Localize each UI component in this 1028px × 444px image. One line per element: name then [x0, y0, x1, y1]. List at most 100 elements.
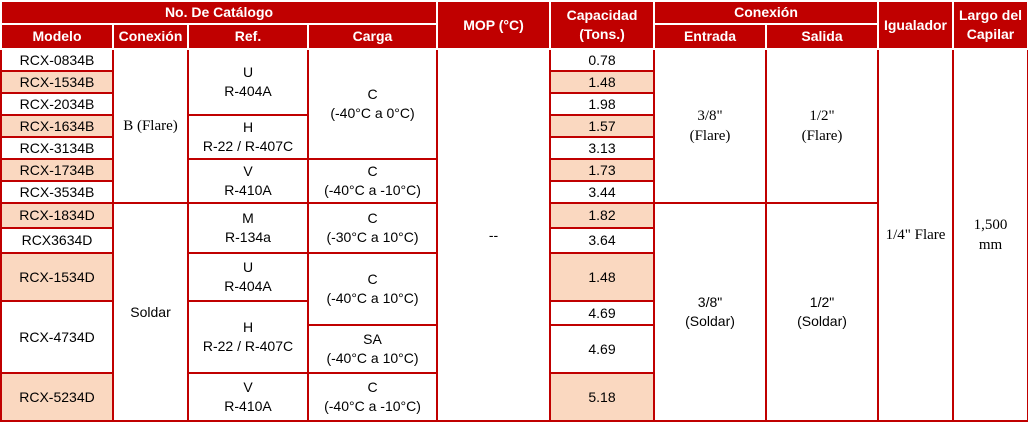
header-ref: Ref. — [187, 23, 309, 50]
ref-code: M — [242, 210, 254, 227]
capacidad-cell: 4.69 — [549, 324, 655, 374]
modelo-cell: RCX-1534D — [0, 252, 114, 302]
carga-cell: C (-40°C a -10°C) — [307, 158, 438, 204]
header-modelo: Modelo — [0, 23, 114, 50]
carga-cell: C (-30°C a 10°C) — [307, 202, 438, 254]
carga-cell: C (-40°C a -10°C) — [307, 372, 438, 422]
carga-code: C — [367, 86, 378, 103]
table-row: RCX-3134B 3.13 — [0, 136, 1028, 160]
header-entrada: Entrada — [653, 23, 767, 50]
carga-range: (-40°C a 0°C) — [330, 105, 415, 121]
modelo-cell: RCX-0834B — [0, 48, 114, 72]
table-row: SA (-40°C a 10°C) 4.69 — [1, 324, 1028, 374]
entrada-size: 3/8" — [697, 294, 723, 311]
modelo-cell: RCX3634D — [0, 227, 114, 254]
salida-size: 1/2" — [809, 107, 835, 124]
capacidad-cell: 0.78 — [549, 48, 655, 72]
entrada-type: (Soldar) — [685, 313, 735, 329]
header-capacidad-line2: (Tons.) — [579, 26, 625, 42]
header-largo: Largo del Capilar — [952, 0, 1028, 50]
carga-cell: SA (-40°C a 10°C) — [307, 324, 438, 374]
modelo-cell: RCX-4734D — [0, 300, 114, 374]
header-salida: Salida — [765, 23, 879, 50]
mop-cell: -- — [436, 48, 551, 422]
table-row: RCX-3534B 3.44 — [0, 180, 1028, 204]
ref-code: V — [243, 379, 253, 396]
table-row: RCX-1834D Soldar M R-134a C (-30°C a 10°C)… — [0, 202, 1028, 422]
capacidad-cell: 1.48 — [549, 252, 655, 302]
modelo-cell: RCX-2034B — [0, 92, 114, 116]
salida-flare-cell: 1/2" (Flare) — [765, 48, 879, 204]
header-igualador: Igualador — [877, 0, 954, 50]
capacidad-cell: 1.82 — [549, 202, 655, 229]
ref-refrigerant: R-410A — [224, 182, 272, 198]
ref-refrigerant: R-22 / R-407C — [202, 338, 294, 354]
modelo-cell: RCX-1634B — [0, 114, 114, 138]
salida-type: (Flare) — [801, 128, 843, 144]
modelo-cell: RCX-1734B — [0, 158, 114, 182]
capacidad-cell: 1.48 — [549, 70, 655, 94]
carga-range: (-40°C a 10°C) — [326, 290, 419, 306]
table-row: RCX-1534D U R-404A C (-40°C a 10°C) 1.48 — [0, 252, 1028, 326]
conexion-soldar-cell: Soldar — [112, 202, 189, 422]
ref-cell: V R-410A — [187, 372, 309, 422]
carga-cell: C (-40°C a 10°C) — [307, 252, 438, 326]
header-largo-line1: Largo del — [958, 7, 1022, 24]
table-row: RCX-4734D H R-22 / R-407C 4.69 — [0, 300, 1028, 374]
table-row: RCX-1534B 1.48 — [0, 70, 1028, 94]
modelo-cell: RCX-1834D — [0, 202, 114, 229]
table-row: RCX3634D 3.64 — [0, 227, 1028, 254]
ref-code: H — [242, 319, 254, 336]
capacidad-cell: 5.18 — [549, 372, 655, 422]
ref-refrigerant: R-410A — [224, 398, 272, 414]
header-capacidad: Capacidad (Tons.) — [549, 0, 655, 50]
ref-cell: U R-404A — [187, 48, 309, 116]
modelo-cell: RCX-3534B — [0, 180, 114, 204]
largo-unit: mm — [978, 237, 1003, 253]
ref-refrigerant: R-404A — [224, 83, 272, 99]
header-capacidad-line1: Capacidad — [566, 7, 638, 24]
header-conexion-group: Conexión — [653, 0, 879, 25]
capacidad-cell: 1.73 — [549, 158, 655, 182]
carga-range: (-40°C a -10°C) — [324, 398, 421, 414]
carga-code: C — [367, 210, 378, 227]
carga-range: (-40°C a 10°C) — [326, 350, 419, 366]
catalog-table: No. De Catálogo MOP (°C) Capacidad (Tons.… — [0, 0, 1028, 422]
capacidad-cell: 3.44 — [549, 180, 655, 204]
capacidad-cell: 1.57 — [549, 114, 655, 138]
ref-code: U — [242, 259, 254, 276]
ref-cell: V R-410A — [187, 158, 309, 204]
table-row: RCX-1634B H R-22 / R-407C 1.57 — [0, 114, 1028, 160]
table-row: RCX-1734B V R-410A C (-40°C a -10°C) 1.73 — [0, 158, 1028, 204]
ref-cell: H R-22 / R-407C — [187, 114, 309, 160]
ref-code: U — [242, 64, 254, 81]
capacidad-cell: 4.69 — [549, 300, 655, 326]
salida-size: 1/2" — [809, 294, 835, 311]
entrada-size: 3/8" — [697, 107, 723, 124]
ref-code: H — [242, 119, 254, 136]
ref-cell: M R-134a — [187, 202, 309, 254]
capacidad-cell: 3.64 — [549, 227, 655, 254]
ref-cell: U R-404A — [187, 252, 309, 302]
igualador-cell: 1/4" Flare — [877, 48, 954, 422]
carga-range: (-30°C a 10°C) — [326, 229, 419, 245]
modelo-cell: RCX-1534B — [0, 70, 114, 94]
largo-value: 1,500 — [973, 216, 1008, 233]
ref-refrigerant: R-404A — [224, 278, 272, 294]
ref-refrigerant: R-134a — [225, 229, 271, 245]
table-row: RCX-5234D V R-410A C (-40°C a -10°C) 5.18 — [0, 372, 1028, 422]
header-catalogo: No. De Catálogo — [0, 0, 438, 25]
header-mop: MOP (°C) — [436, 0, 551, 50]
table-row: RCX-2034B 1.98 — [0, 92, 1028, 116]
carga-code: C — [367, 163, 378, 180]
largo-cell: 1,500 mm — [952, 48, 1028, 422]
modelo-cell: RCX-3134B — [0, 136, 114, 160]
header-conexion: Conexión — [112, 23, 189, 50]
ref-refrigerant: R-22 / R-407C — [202, 138, 294, 154]
carga-code: C — [367, 379, 378, 396]
salida-soldar-cell: 1/2" (Soldar) — [765, 202, 879, 422]
capacidad-cell: 1.98 — [549, 92, 655, 116]
carga-code: SA — [363, 331, 382, 348]
header-largo-line2: Capilar — [966, 26, 1015, 42]
table-row: RCX-0834B B (Flare) U R-404A C (-40°C a 0°… — [0, 48, 1028, 422]
